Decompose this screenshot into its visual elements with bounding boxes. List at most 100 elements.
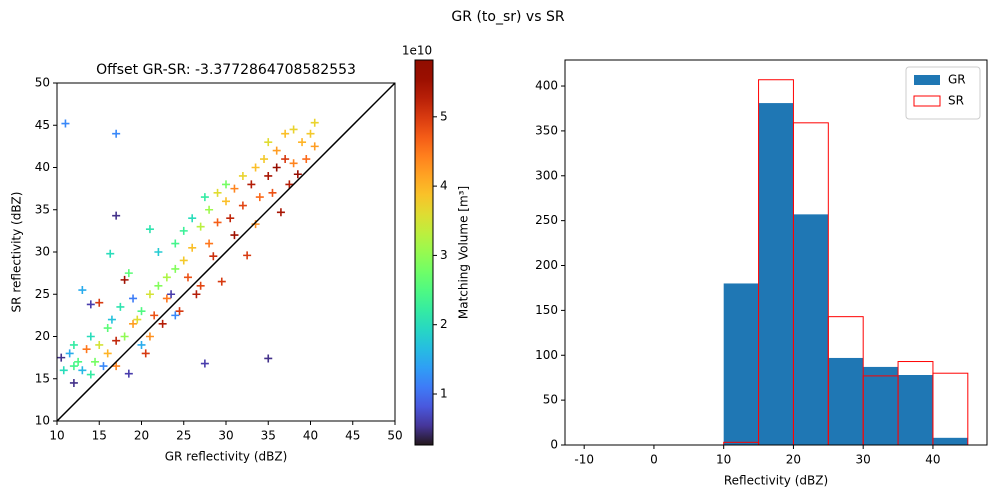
x-tick-label: 25 [176,429,191,443]
scatter-point [264,354,273,363]
x-tick-label: 20 [786,453,801,467]
scatter-point [69,340,78,349]
scatter-point [120,332,129,341]
axes-frame [564,59,988,446]
y-tick-label: 350 [535,123,558,137]
y-tick-label: 150 [535,303,558,317]
scatter-point [86,332,95,341]
y-tick-label: 25 [35,287,50,301]
scatter-point [158,319,167,328]
x-tick-label: 35 [261,429,276,443]
scatter-point [200,359,209,368]
scatter-point [137,307,146,316]
scatter-point [285,180,294,189]
scatter-point [310,118,319,127]
scatter-point [247,180,256,189]
colorbar-tick-label: 2 [440,317,448,331]
scatter-point [238,171,247,180]
scatter-point [167,290,176,299]
x-tick-label: 15 [92,429,107,443]
colorbar-tick-label: 5 [440,109,448,123]
y-tick-label: 250 [535,213,558,227]
scatter-point [268,188,277,197]
scatter-point [78,286,87,295]
x-tick-label: 45 [345,429,360,443]
scatter-point [230,184,239,193]
scatter-point [103,324,112,333]
scatter-point [162,273,171,282]
histogram-bar [758,103,794,446]
y-tick-label: 35 [35,202,50,216]
scatter-point [65,349,74,358]
colorbar-tick-label: 1 [440,386,448,400]
scatter-point [179,256,188,265]
scatter-point [213,188,222,197]
scatter-point [175,307,184,316]
scatter-point [145,332,154,341]
scatter-point [59,366,68,375]
scatter-point [183,273,192,282]
y-tick-label: 100 [535,348,558,362]
scatter-point [264,171,273,180]
scatter-point [162,294,171,303]
y-tick-label: 20 [35,329,50,343]
scatter-point [306,129,315,138]
scatter-point [217,277,226,286]
scatter-point [293,170,302,179]
histogram-bar [863,366,899,445]
scatter-point [289,125,298,134]
scatter-point [276,208,285,217]
scatter-point [196,222,205,231]
scatter-point [129,319,138,328]
legend-swatch [913,95,941,107]
scatter-point [133,315,142,324]
scatter-point [222,180,230,189]
y-tick-label: 0 [550,438,558,452]
y-tick-label: 40 [35,160,50,174]
scatter-point [86,370,95,379]
scatter-point [302,155,311,164]
scatter-point [107,315,116,324]
scatter-point [192,290,201,299]
scatter-point [82,345,91,354]
scatter-point [171,264,180,273]
scatter-point [230,231,239,240]
x-tick-label: 50 [387,429,402,443]
scatter-point [272,163,281,172]
scatter-point [154,281,163,290]
histogram-bar [932,372,969,446]
axes-title: Offset GR-SR: -3.3772864708582553 [96,62,356,78]
scatter-point [112,362,121,371]
scatter-point [209,252,218,261]
scatter-point [95,298,104,307]
colorbar-offset: 1e10 [402,44,432,58]
histogram-bar [828,357,864,445]
x-tick-label: -10 [574,453,594,467]
y-tick-label: 50 [543,393,558,407]
scatter-point [137,340,146,349]
x-tick-label: 10 [716,453,731,467]
scatter-point [129,294,138,303]
scatter-point [188,243,197,252]
y-tick-label: 300 [535,168,558,182]
scatter-point [145,290,154,299]
histogram-bar [723,283,759,445]
x-tick-label: 40 [303,429,318,443]
colorbar [414,59,434,446]
scatter-point [310,142,319,151]
scatter-point [103,349,112,358]
scatter-point [264,138,273,147]
legend-box [905,66,981,120]
scatter-point [120,275,129,284]
scatter-point [171,239,180,248]
scatter-point [179,226,188,235]
scatter-point [112,336,121,345]
colorbar-tick-label: 4 [440,179,448,193]
scatter-point [112,129,121,138]
scatter-point [124,269,133,278]
y-tick-label: 200 [535,258,558,272]
scatter-point [251,220,260,229]
colorbar-tick-label: 3 [440,248,448,262]
scatter-point [289,159,298,168]
